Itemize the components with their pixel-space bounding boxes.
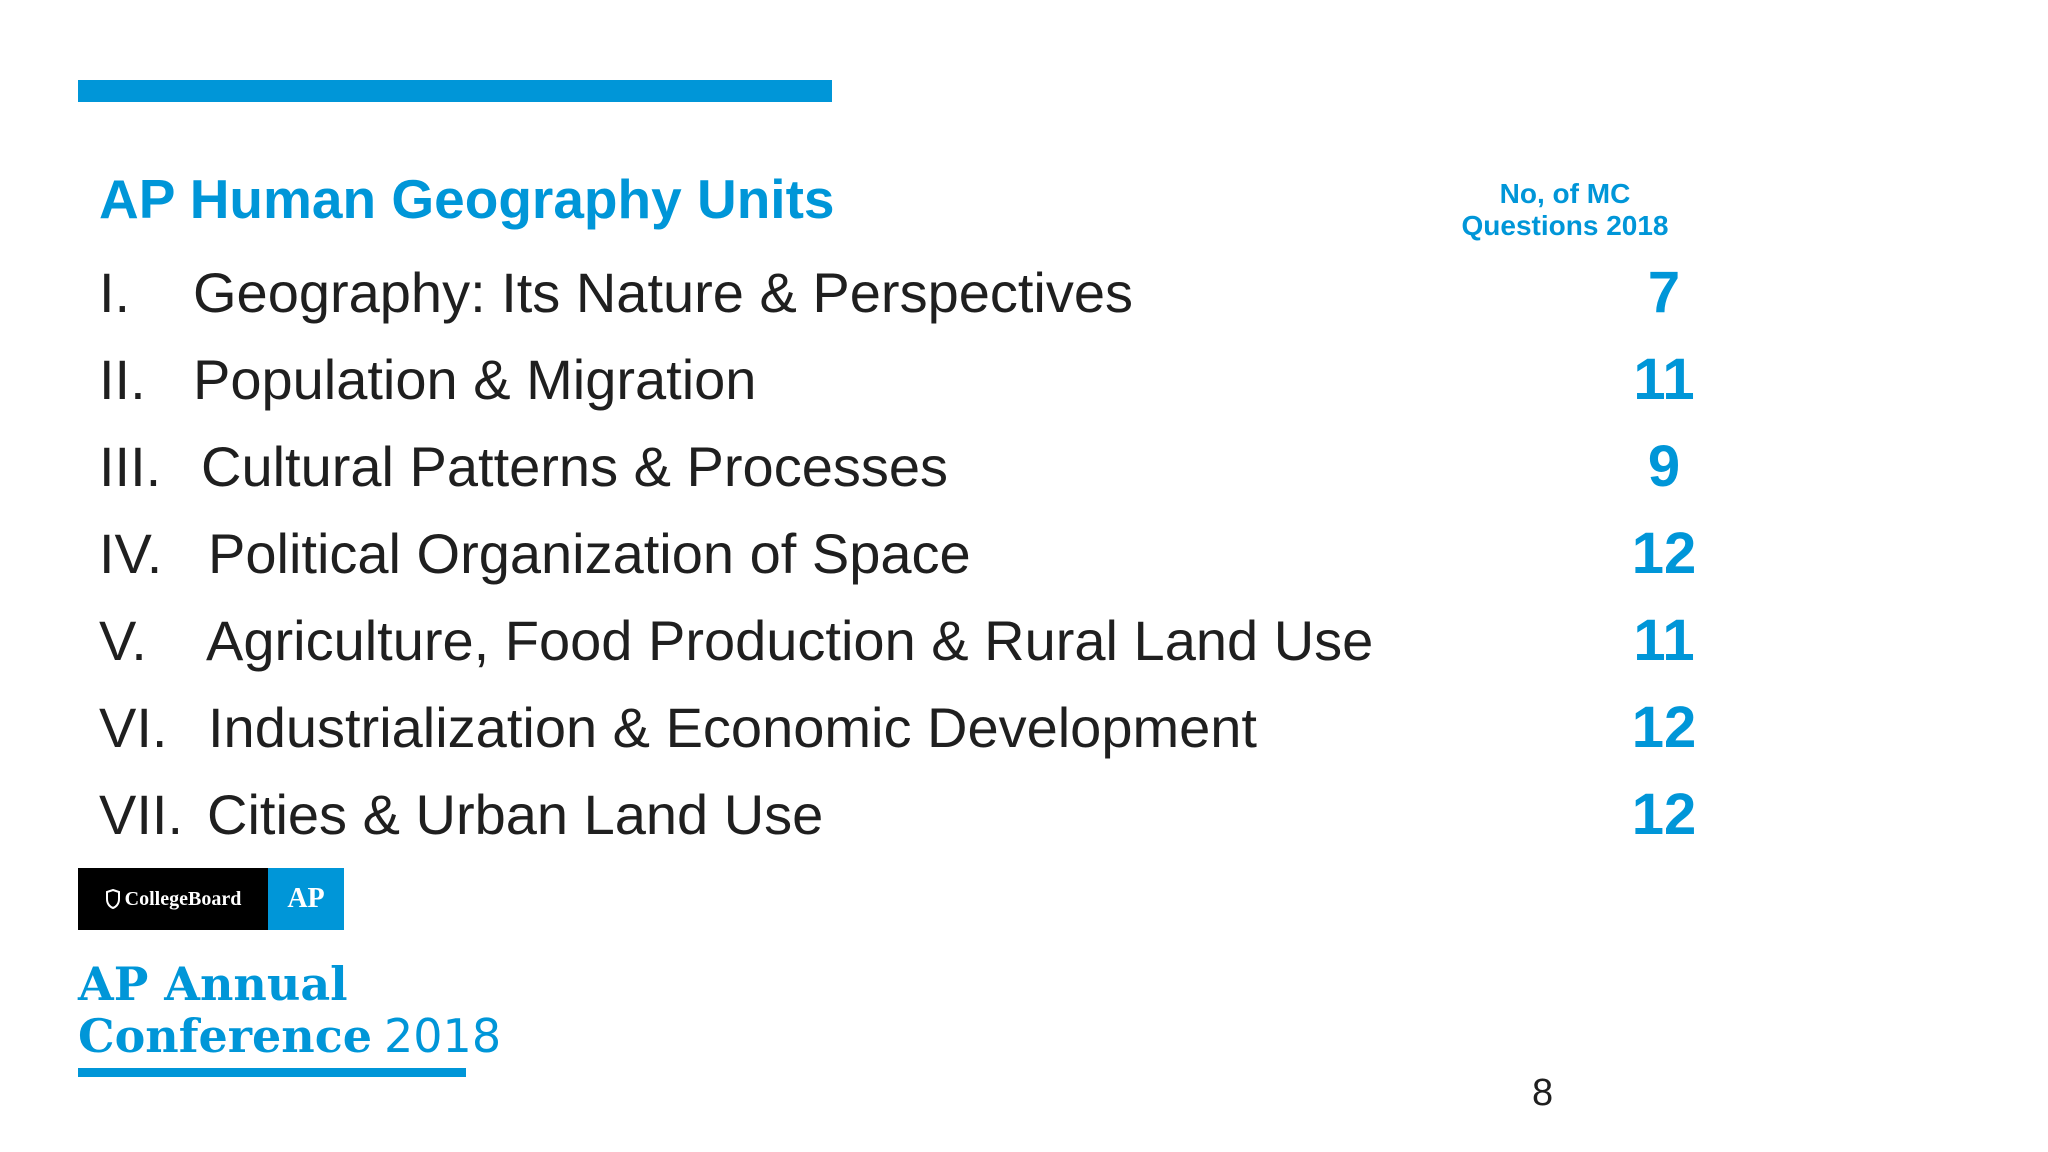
unit-mc-count: 9: [1647, 434, 1681, 499]
collegeboard-text: CollegeBoard: [124, 887, 242, 910]
unit-name: Industrialization & Economic Development: [208, 696, 1257, 759]
unit-mc-count: 12: [1631, 695, 1697, 760]
unit-numeral: III.: [99, 435, 162, 498]
conference-logo-line-1: AP Annual: [78, 957, 348, 1011]
unit-name: Geography: Its Nature & Perspectives: [193, 261, 1133, 324]
column-header: No, of MC Questions 2018: [1430, 178, 1700, 242]
unit-numeral: IV.: [99, 522, 163, 585]
collegeboard-ap-logo: CollegeBoard AP: [78, 868, 344, 930]
unit-row: II. Population & Migration 11: [99, 340, 1695, 420]
unit-row: III. Cultural Patterns & Processes 9: [99, 427, 1680, 507]
collegeboard-wordmark: CollegeBoard: [78, 868, 268, 930]
unit-name: Population & Migration: [193, 348, 757, 411]
slide-title: AP Human Geography Units: [99, 168, 835, 230]
unit-mc-count: 11: [1633, 347, 1695, 412]
ap-badge: AP: [268, 868, 344, 930]
conference-word: Conference: [78, 1009, 373, 1063]
unit-row: VI. Industrialization & Economic Develop…: [99, 688, 1696, 768]
conference-logo-underline: [78, 1068, 466, 1077]
unit-numeral: VII.: [99, 783, 184, 846]
acorn-shield-icon: [105, 889, 120, 909]
conference-logo-line-2: Conference 2018: [78, 1010, 501, 1062]
unit-mc-count: 11: [1633, 608, 1695, 673]
unit-row: I. Geography: Its Nature & Perspectives …: [99, 253, 1680, 333]
unit-numeral: V.: [99, 609, 147, 672]
unit-name: Agriculture, Food Production & Rural Lan…: [206, 609, 1374, 672]
unit-numeral: I.: [99, 261, 131, 324]
column-header-line-2: Questions 2018: [1461, 210, 1669, 241]
unit-row: IV. Political Organization of Space 12: [99, 514, 1696, 594]
unit-mc-count: 12: [1631, 521, 1697, 586]
unit-name: Cultural Patterns & Processes: [201, 435, 948, 498]
unit-mc-count: 12: [1631, 782, 1697, 847]
unit-row: V. Agriculture, Food Production & Rural …: [99, 601, 1695, 681]
top-accent-bar: [78, 80, 832, 102]
conference-year: 2018: [384, 1009, 502, 1063]
ap-annual-conference-logo: AP Annual Conference 2018: [78, 958, 501, 1062]
unit-numeral: VI.: [99, 696, 168, 759]
unit-name: Cities & Urban Land Use: [207, 783, 824, 846]
page-number: 8: [1532, 1072, 1554, 1114]
ap-badge-text: AP: [287, 883, 325, 914]
unit-mc-count: 7: [1647, 260, 1681, 325]
unit-row: VII. Cities & Urban Land Use 12: [99, 775, 1696, 855]
unit-numeral: II.: [99, 348, 146, 411]
column-header-line-1: No, of MC: [1499, 178, 1631, 209]
unit-name: Political Organization of Space: [208, 522, 971, 585]
